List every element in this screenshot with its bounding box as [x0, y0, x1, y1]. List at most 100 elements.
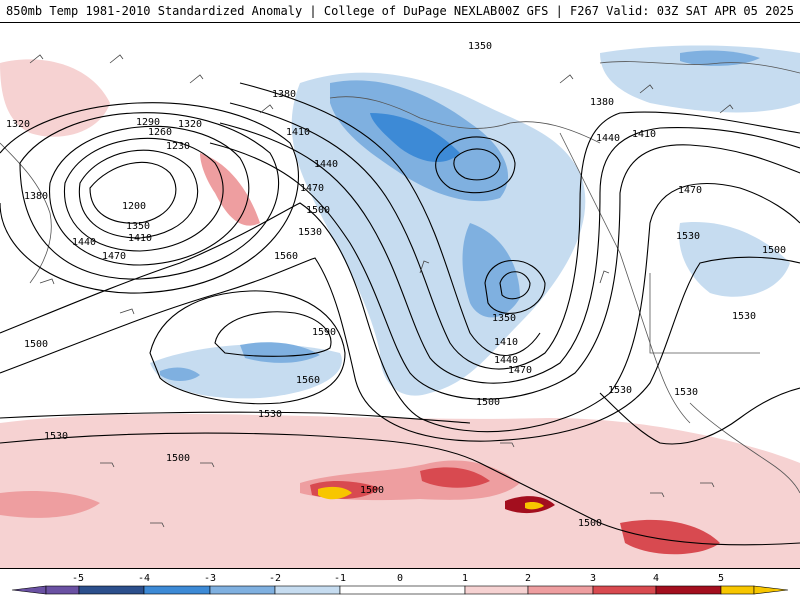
alaska-coast — [329, 96, 601, 144]
contour-label: 1470 — [300, 183, 324, 194]
wind-barb — [29, 54, 44, 64]
contour-label: 1290 — [136, 117, 160, 128]
wind-barb — [719, 104, 734, 114]
contour-label: 1560 — [296, 375, 320, 386]
contour-1320 — [19, 112, 280, 280]
contour-label: 1530 — [258, 409, 282, 420]
wind-barb — [100, 462, 115, 468]
cold-anomaly-gulf-strong — [370, 113, 460, 163]
legend-tick: -5 — [72, 573, 84, 584]
wind-barb — [599, 270, 610, 284]
cold-anomaly-south-core — [240, 342, 320, 363]
contour-label: 1530 — [298, 227, 322, 238]
contour-label: 1350 — [126, 221, 150, 232]
contour-label-layer: 1350 1380 1320 1290 1260 1320 1230 1380 … — [6, 41, 786, 529]
west-coast — [559, 132, 691, 424]
cold-anomaly-west-us — [679, 222, 790, 297]
contour-label: 1380 — [590, 97, 614, 108]
legend-tick: -1 — [334, 573, 346, 584]
contour-1350 — [0, 102, 299, 294]
contour-label: 1500 — [578, 518, 602, 529]
contour-label: 1410 — [128, 233, 152, 244]
contour-label: 1500 — [476, 397, 500, 408]
wind-barb — [200, 462, 215, 468]
contour-gulf-mid — [435, 136, 516, 194]
contour-1230 — [78, 149, 199, 239]
contour-gulf-inner — [453, 148, 501, 181]
legend-tick: -2 — [269, 573, 281, 584]
warm-anomaly-northwest — [0, 59, 110, 137]
legend-swatch — [592, 585, 657, 595]
legend-tick: 5 — [718, 573, 724, 584]
height-contours — [0, 82, 800, 546]
wind-barb — [259, 104, 274, 114]
contour-1410 — [229, 102, 800, 370]
contour-1260 — [63, 137, 224, 252]
wind-barb — [419, 260, 430, 274]
contour-1380 — [239, 82, 541, 356]
legend-tick: 2 — [525, 573, 531, 584]
warm-anomaly-extreme-1 — [318, 486, 352, 500]
mexico-coast — [689, 402, 800, 494]
contour-label: 1530 — [732, 311, 756, 322]
wind-barb — [119, 308, 135, 315]
legend-swatch — [720, 585, 755, 595]
contour-1530-south — [0, 411, 471, 424]
legend-swatch — [527, 585, 594, 595]
anomaly-map: 1350 1380 1320 1290 1260 1320 1230 1380 … — [0, 22, 800, 569]
legend-tick-labels: -5 -4 -3 -2 -1 0 1 2 3 4 5 — [72, 573, 724, 584]
warm-anomaly-southeast — [620, 519, 720, 555]
contour-label: 1530 — [676, 231, 700, 242]
contour-label: 1440 — [72, 237, 96, 248]
contour-label: 1530 — [44, 431, 68, 442]
contour-label: 1410 — [286, 127, 310, 138]
contour-1530-east — [599, 387, 800, 445]
legend-swatch — [753, 585, 789, 595]
arctic-coast — [599, 61, 800, 74]
contour-label: 1440 — [596, 133, 620, 144]
wind-barb — [39, 278, 55, 285]
contour-label: 1320 — [6, 119, 30, 130]
contour-label: 1350 — [492, 313, 516, 324]
contour-label: 1500 — [166, 453, 190, 464]
contour-1440 — [219, 122, 800, 384]
title-bar: 850mb Temp 1981-2010 Standardized Anomal… — [0, 0, 800, 22]
contour-label: 1470 — [102, 251, 126, 262]
warm-anomaly-southwest — [0, 491, 100, 518]
anomaly-shading — [0, 45, 800, 568]
wind-barb — [189, 74, 204, 84]
cold-anomaly-northeast-core — [680, 50, 760, 66]
contour-1500 — [0, 183, 800, 433]
color-legend: -5 -4 -3 -2 -1 0 1 2 3 4 5 — [0, 570, 800, 600]
chart-title: 850mb Temp 1981-2010 Standardized Anomal… — [6, 4, 498, 18]
contour-label: 1350 — [468, 41, 492, 52]
contour-label: 1380 — [24, 191, 48, 202]
contour-label: 1410 — [494, 337, 518, 348]
contour-1530 — [0, 256, 800, 442]
legend-swatch — [45, 585, 80, 595]
legend-tick: 3 — [590, 573, 596, 584]
legend-swatch — [274, 585, 341, 595]
legend-tick: -3 — [204, 573, 216, 584]
contour-1200 — [89, 161, 177, 224]
warm-anomaly-hot-2 — [420, 467, 490, 488]
contour-1560 — [149, 290, 346, 405]
legend-swatch — [78, 585, 145, 595]
legend-swatch — [339, 585, 466, 595]
wind-barb — [150, 522, 165, 528]
cold-anomaly-south-spot — [160, 367, 200, 381]
contour-label: 1500 — [360, 485, 384, 496]
wind-barb — [559, 74, 574, 84]
contour-label: 1230 — [166, 141, 190, 152]
contour-label: 1500 — [306, 205, 330, 216]
contour-1290 — [48, 125, 250, 266]
coastlines — [0, 61, 800, 494]
contour-label: 1560 — [274, 251, 298, 262]
contour-label: 1440 — [314, 159, 338, 170]
contour-label: 1470 — [678, 185, 702, 196]
contour-label: 1200 — [122, 201, 146, 212]
contour-label: 1500 — [762, 245, 786, 256]
legend-swatch — [655, 585, 722, 595]
legend-tick: 1 — [462, 573, 468, 584]
